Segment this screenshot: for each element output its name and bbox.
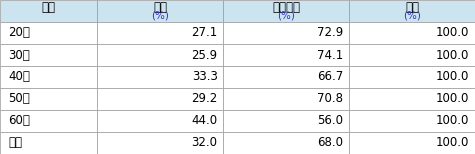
Text: 年齢: 年齢 [42, 1, 56, 14]
Bar [349, 22, 475, 44]
Bar [97, 110, 223, 132]
Text: 72.9: 72.9 [317, 26, 343, 39]
Text: 40代: 40代 [9, 71, 30, 83]
Text: 100.0: 100.0 [436, 49, 469, 61]
Bar [97, 0, 223, 22]
Text: 70.8: 70.8 [317, 93, 343, 105]
Bar [97, 44, 223, 66]
Bar [0, 132, 97, 154]
Bar [349, 110, 475, 132]
Text: 買う: 買う [153, 1, 167, 14]
Text: 買わない: 買わない [272, 1, 300, 14]
Text: 50代: 50代 [9, 93, 30, 105]
Bar [223, 0, 349, 22]
Text: 20代: 20代 [9, 26, 30, 39]
Text: 27.1: 27.1 [191, 26, 218, 39]
Bar [223, 110, 349, 132]
Text: (%): (%) [152, 11, 169, 21]
Bar [0, 44, 97, 66]
Text: 60代: 60代 [9, 115, 30, 128]
Bar [223, 44, 349, 66]
Text: 100.0: 100.0 [436, 115, 469, 128]
Text: 68.0: 68.0 [317, 136, 343, 150]
Text: 56.0: 56.0 [317, 115, 343, 128]
Bar [223, 22, 349, 44]
Text: (%): (%) [403, 11, 421, 21]
Text: 100.0: 100.0 [436, 136, 469, 150]
Text: 25.9: 25.9 [191, 49, 218, 61]
Bar [97, 22, 223, 44]
Bar [349, 44, 475, 66]
Bar [0, 66, 97, 88]
Bar [349, 0, 475, 22]
Text: 30代: 30代 [9, 49, 30, 61]
Bar [0, 0, 97, 22]
Bar [97, 132, 223, 154]
Text: 66.7: 66.7 [317, 71, 343, 83]
Text: 100.0: 100.0 [436, 93, 469, 105]
Bar [0, 88, 97, 110]
Text: 44.0: 44.0 [191, 115, 218, 128]
Bar [349, 88, 475, 110]
Text: (%): (%) [277, 11, 295, 21]
Text: 100.0: 100.0 [436, 71, 469, 83]
Text: 全体: 全体 [9, 136, 22, 150]
Bar [223, 88, 349, 110]
Text: 100.0: 100.0 [436, 26, 469, 39]
Text: 74.1: 74.1 [317, 49, 343, 61]
Bar [0, 110, 97, 132]
Text: 33.3: 33.3 [192, 71, 218, 83]
Bar [97, 88, 223, 110]
Text: 32.0: 32.0 [191, 136, 218, 150]
Bar [97, 66, 223, 88]
Bar [223, 66, 349, 88]
Bar [223, 132, 349, 154]
Text: 29.2: 29.2 [191, 93, 218, 105]
Bar [349, 132, 475, 154]
Text: 合計: 合計 [405, 1, 419, 14]
Bar [349, 66, 475, 88]
Bar [0, 22, 97, 44]
